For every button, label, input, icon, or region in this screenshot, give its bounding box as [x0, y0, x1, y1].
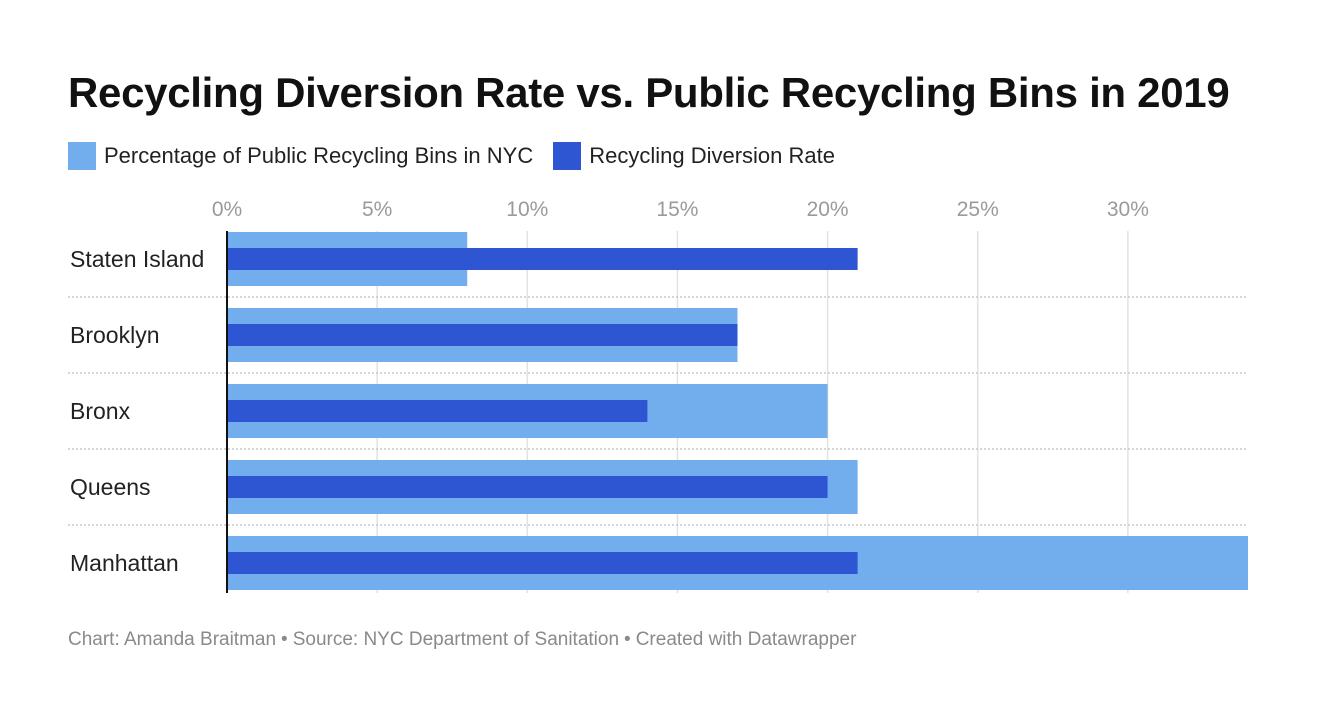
legend-label-bins: Percentage of Public Recycling Bins in N… [104, 143, 534, 168]
x-tick-label: 30% [1107, 198, 1149, 221]
legend-label-diversion: Recycling Diversion Rate [589, 143, 835, 168]
x-tick-label: 25% [957, 198, 999, 221]
footer-credit: Chart: Amanda Braitman [68, 629, 277, 650]
chart-footer: Chart: Amanda Braitman • Source: NYC Depar… [68, 629, 856, 651]
footer-separator: • [624, 629, 631, 650]
x-tick-label: 10% [506, 198, 548, 221]
category-label: Staten Island [70, 246, 204, 272]
footer-source: Source: NYC Department of Sanitation [292, 629, 620, 650]
category-label: Manhattan [70, 550, 179, 576]
legend-item-bins: Percentage of Public Recycling Bins in N… [68, 142, 533, 170]
bar-diversion [227, 400, 648, 422]
x-tick-label: 5% [362, 198, 392, 221]
x-tick-label: 15% [656, 198, 698, 221]
bar-diversion [227, 476, 828, 498]
footer-created-with: Created with Datawrapper [635, 629, 857, 650]
legend-item-diversion: Recycling Diversion Rate [553, 142, 835, 170]
category-label: Bronx [70, 398, 131, 424]
bar-diversion [227, 248, 858, 270]
bar-diversion [227, 552, 858, 574]
x-tick-label: 0% [212, 198, 242, 221]
chart-legend: Percentage of Public Recycling Bins in N… [68, 140, 855, 172]
bar-diversion [227, 324, 738, 346]
footer-separator: • [281, 629, 288, 650]
legend-swatch-bins [68, 142, 96, 170]
legend-swatch-diversion [553, 142, 582, 170]
category-label: Brooklyn [70, 322, 159, 348]
chart-title: Recycling Diversion Rate vs. Public Recy… [68, 69, 1230, 116]
x-tick-label: 20% [807, 198, 849, 221]
category-label: Queens [70, 474, 151, 500]
